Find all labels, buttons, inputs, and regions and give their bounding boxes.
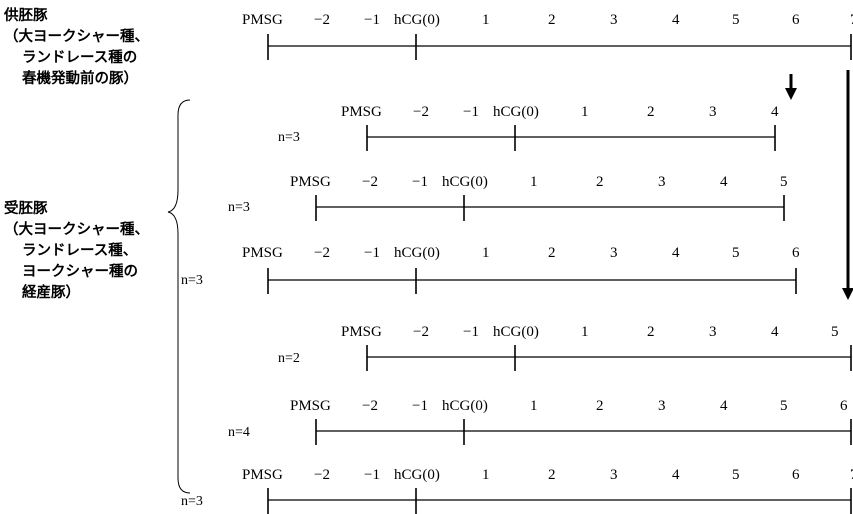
day-label: −1: [412, 174, 428, 190]
day-label: −2: [413, 324, 429, 340]
day-label: −2: [413, 104, 429, 120]
day-label: 4: [771, 324, 779, 340]
day-label: 2: [596, 398, 604, 414]
day-label: PMSG: [242, 245, 283, 261]
donor-title: 供胚豚: [4, 8, 48, 24]
day-label: 3: [658, 174, 666, 190]
day-label: 5: [732, 12, 740, 28]
n-label: n=3: [181, 494, 203, 509]
day-label: PMSG: [341, 104, 382, 120]
recipient-desc-line-4: 経産豚）: [22, 285, 80, 301]
day-label: 5: [780, 174, 788, 190]
day-label: PMSG: [242, 12, 283, 28]
day-label: 6: [792, 12, 800, 28]
long-arrow-head: [842, 288, 853, 300]
day-label: 4: [720, 174, 728, 190]
day-label: 3: [610, 245, 618, 261]
day-label: 1: [482, 245, 490, 261]
day-label: −2: [362, 174, 378, 190]
day-label: 5: [732, 245, 740, 261]
donor-label: 供胚豚 （大ヨークシャー種、 ランドレース種の 春機発動前の豚）: [4, 6, 149, 90]
day-label: 7: [850, 467, 853, 483]
day-label: −1: [463, 104, 479, 120]
day-label: 2: [647, 324, 655, 340]
day-label: 2: [548, 467, 556, 483]
day-label: 1: [530, 174, 538, 190]
day-label: 1: [482, 12, 490, 28]
recipient-title: 受胚豚: [4, 201, 48, 217]
timelines-group: PMSG −2 −1 hCG(0) 1 2 3 4 5 6 7 PMSG −2 −1 hCG(0) 1 2 3 4 n…: [181, 12, 853, 514]
day-label: hCG(0): [394, 245, 440, 261]
day-label: 3: [610, 12, 618, 28]
day-label: −1: [364, 467, 380, 483]
short-arrow-head: [785, 88, 797, 100]
n-label: n=3: [278, 130, 300, 145]
n-label: n=2: [278, 351, 300, 366]
day-label: 4: [672, 12, 680, 28]
day-label: 7: [850, 12, 853, 28]
donor-desc-line-1: （大ヨークシャー種、: [4, 29, 149, 45]
day-label: hCG(0): [394, 12, 440, 28]
n-label: n=4: [228, 425, 250, 440]
day-label: PMSG: [341, 324, 382, 340]
day-label: 1: [581, 324, 589, 340]
day-label: 3: [610, 467, 618, 483]
day-label: −2: [314, 12, 330, 28]
recipient-brace: [167, 99, 191, 494]
day-label: hCG(0): [493, 324, 539, 340]
day-label: hCG(0): [442, 398, 488, 414]
day-label: hCG(0): [394, 467, 440, 483]
day-label: 4: [720, 398, 728, 414]
day-label: −2: [362, 398, 378, 414]
recipient-label: 受胚豚 （大ヨークシャー種、 ランドレース種、 ヨークシャー種の 経産豚）: [4, 199, 149, 304]
day-label: −2: [314, 245, 330, 261]
day-label: −1: [412, 398, 428, 414]
day-label: 1: [482, 467, 490, 483]
day-label: 6: [840, 398, 848, 414]
day-label: 1: [581, 104, 589, 120]
day-label: hCG(0): [493, 104, 539, 120]
recipient-desc-line-2: ランドレース種、: [22, 243, 138, 259]
day-label: 3: [709, 104, 717, 120]
day-label: PMSG: [290, 398, 331, 414]
day-label: hCG(0): [442, 174, 488, 190]
donor-desc-line-3: 春機発動前の豚）: [22, 71, 138, 87]
recipient-desc-line-1: （大ヨークシャー種、: [4, 222, 149, 238]
day-label: −1: [364, 245, 380, 261]
day-label: 5: [831, 324, 839, 340]
day-label: 4: [771, 104, 779, 120]
day-label: 3: [709, 324, 717, 340]
donor-desc-line-2: ランドレース種の: [22, 50, 138, 66]
day-label: −1: [364, 12, 380, 28]
day-label: 4: [672, 467, 680, 483]
day-label: −2: [314, 467, 330, 483]
day-label: 1: [530, 398, 538, 414]
recipient-desc-line-3: ヨークシャー種の: [22, 264, 138, 280]
day-label: PMSG: [290, 174, 331, 190]
day-label: 3: [658, 398, 666, 414]
day-label: 2: [548, 12, 556, 28]
day-label: 6: [792, 245, 800, 261]
day-label: 2: [647, 104, 655, 120]
day-label: 2: [596, 174, 604, 190]
n-label: n=3: [181, 273, 203, 288]
day-label: 2: [548, 245, 556, 261]
n-label: n=3: [228, 200, 250, 215]
day-label: PMSG: [242, 467, 283, 483]
day-label: −1: [463, 324, 479, 340]
day-label: 5: [780, 398, 788, 414]
day-label: 4: [672, 245, 680, 261]
day-label: 6: [792, 467, 800, 483]
day-label: 5: [732, 467, 740, 483]
